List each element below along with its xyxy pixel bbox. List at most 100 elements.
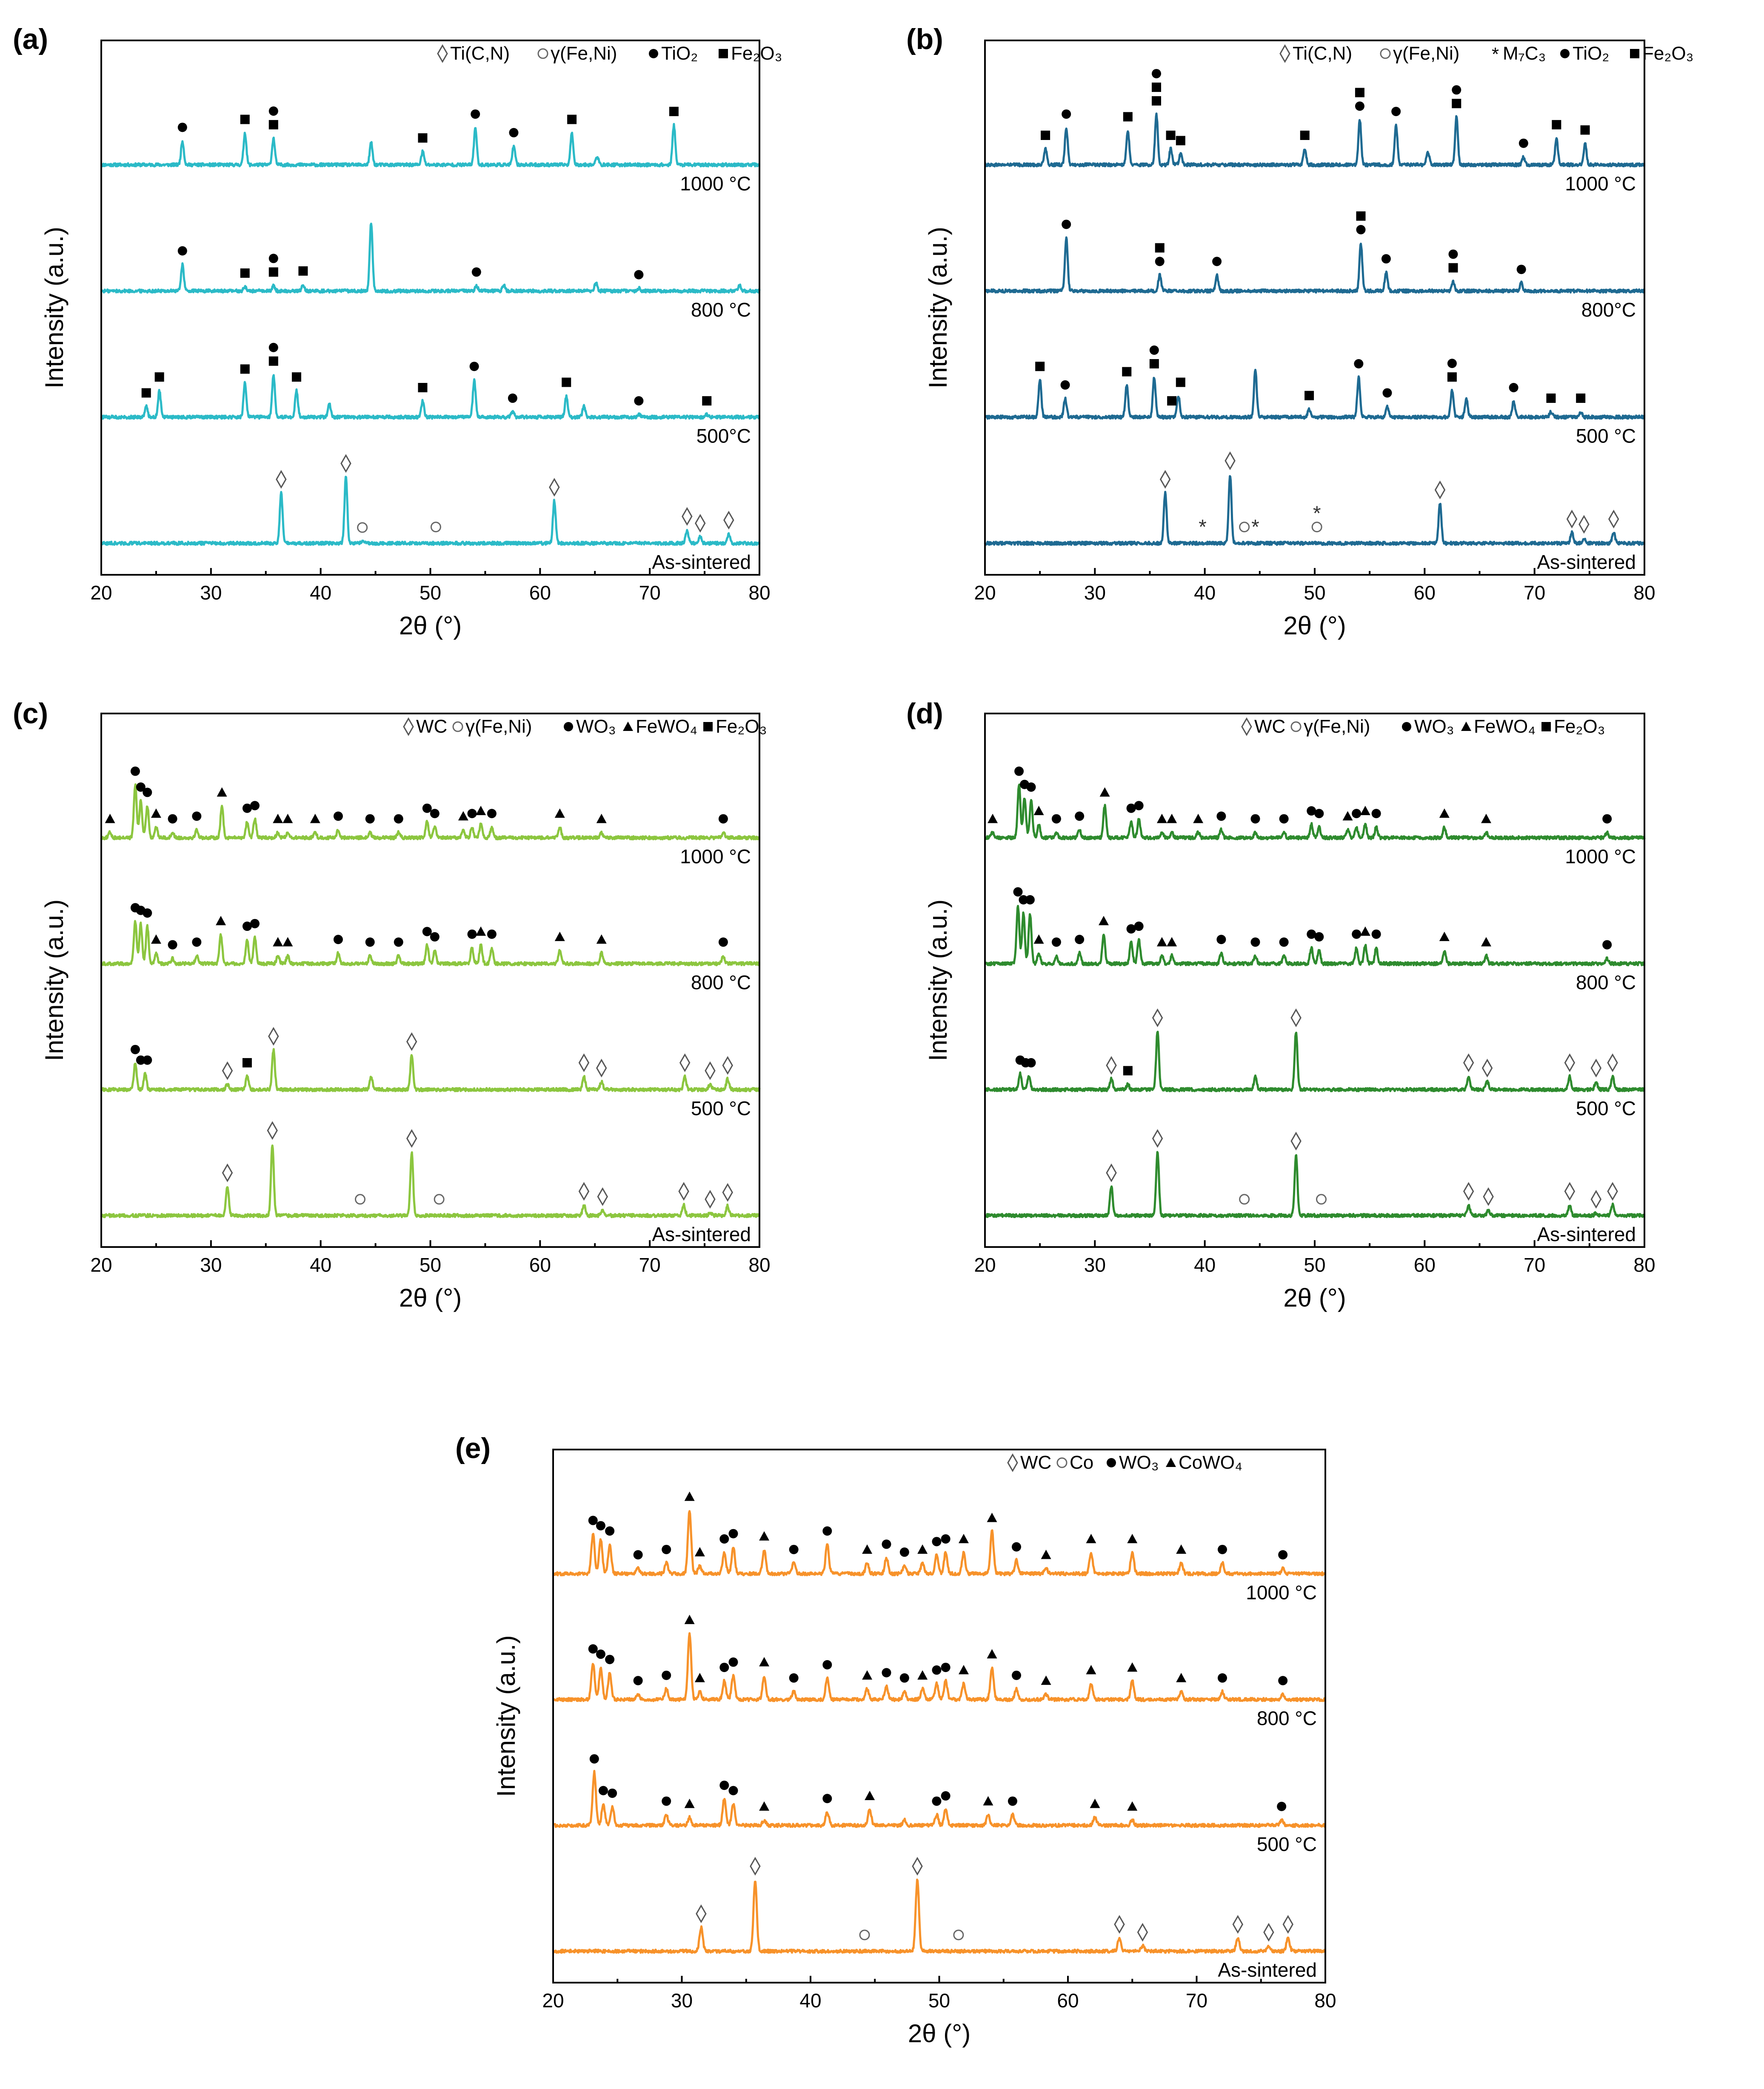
- peak-marker: [750, 1857, 761, 1876]
- peak-marker: [143, 1055, 152, 1065]
- peak-marker: [1126, 803, 1136, 813]
- peak-marker: [596, 1521, 605, 1531]
- xrd-trace: [984, 475, 1646, 546]
- peak-marker: [1176, 377, 1185, 387]
- curve-label: As-sintered: [1537, 551, 1636, 573]
- peak-marker: [958, 1534, 969, 1544]
- peak-marker: [789, 1544, 799, 1554]
- peak-marker: [1127, 1801, 1138, 1811]
- peak-marker: [1193, 813, 1204, 823]
- peak-marker: [469, 362, 479, 371]
- peak-marker: [216, 916, 226, 925]
- peak-marker: [1354, 359, 1364, 368]
- xrd-trace: [552, 1510, 1327, 1576]
- peak-marker: [268, 356, 278, 366]
- peak-marker: [422, 927, 432, 936]
- x-tick-label: 40: [1194, 1254, 1216, 1276]
- peak-marker: [1134, 922, 1144, 931]
- peak-marker: [988, 813, 998, 823]
- peak-marker: [1434, 480, 1446, 499]
- peak-marker: [1239, 522, 1250, 533]
- curve-label: 800 °C: [1257, 1707, 1317, 1729]
- peak-marker: [669, 106, 679, 116]
- peak-marker: [1439, 808, 1450, 818]
- peak-marker: [912, 1857, 923, 1876]
- y-axis-label: Intensity (a.u.): [40, 899, 69, 1061]
- curve-label: 500 °C: [1257, 1833, 1317, 1855]
- xrd-trace: [100, 476, 761, 546]
- y-axis-label: Intensity (a.u.): [492, 1635, 520, 1797]
- peak-marker: [394, 814, 403, 824]
- peak-marker: [467, 929, 477, 939]
- peak-marker: [718, 814, 728, 824]
- peak-marker: [1216, 935, 1226, 945]
- peak-marker: [130, 1044, 140, 1054]
- peak-marker: [143, 908, 152, 918]
- peak-marker: [283, 813, 293, 823]
- peak-marker: [917, 1544, 928, 1554]
- peak-marker: [1075, 811, 1085, 821]
- curve-label: As-sintered: [1537, 1223, 1636, 1245]
- peak-marker: [1578, 515, 1590, 534]
- curve-label: 500 °C: [1576, 425, 1636, 447]
- legend: Ti(C,N) γ(Fe,Ni) TiO₂ Fe₂O₃: [437, 43, 782, 64]
- peak-marker: [1152, 69, 1161, 79]
- peak-marker: [1155, 243, 1165, 253]
- peak-marker: [1099, 787, 1110, 797]
- peak-marker: [1086, 1665, 1096, 1675]
- peak-marker: [151, 808, 161, 818]
- peak-marker: [1127, 1534, 1138, 1544]
- x-tick-label: 50: [420, 1254, 441, 1276]
- peak-marker: [143, 788, 152, 797]
- legend-label: γ(Fe,Ni): [551, 43, 617, 64]
- legend-symbol: [537, 48, 548, 59]
- peak-marker: [1225, 451, 1236, 470]
- peak-marker: [1159, 470, 1171, 489]
- peak-marker: [1463, 1182, 1474, 1201]
- peak-marker: [222, 1163, 233, 1182]
- peak-marker: [1051, 937, 1061, 947]
- legend-symbol: [437, 44, 448, 63]
- legend-symbol: [1541, 722, 1551, 731]
- peak-marker: [608, 1788, 617, 1798]
- x-tick-label: 20: [90, 1254, 112, 1276]
- x-tick-label: 30: [200, 582, 222, 604]
- y-axis-label: Intensity (a.u.): [924, 227, 952, 388]
- peak-marker: [958, 1665, 969, 1675]
- peak-marker: [1314, 809, 1324, 819]
- peak-marker: [562, 377, 571, 387]
- peak-marker: [291, 372, 301, 382]
- peak-marker: [1156, 813, 1167, 823]
- peak-marker: [1014, 766, 1024, 776]
- peak-marker: [394, 937, 403, 947]
- curve-label: 800 °C: [691, 299, 751, 321]
- x-tick-label: 40: [310, 1254, 331, 1276]
- peak-marker: [508, 393, 517, 403]
- legend-symbol: [1241, 717, 1252, 736]
- peak-marker: [357, 522, 368, 533]
- peak-marker: [1134, 801, 1144, 810]
- xrd-trace: [552, 1769, 1326, 1828]
- peak-marker: [1355, 101, 1364, 111]
- x-tick-label: 20: [542, 1989, 564, 2012]
- peak-marker: [1152, 1129, 1163, 1148]
- peak-marker: [694, 1547, 705, 1557]
- peak-marker: [268, 106, 278, 116]
- peak-marker: [1447, 359, 1457, 368]
- legend-symbol: [403, 717, 414, 736]
- x-tick-label: 40: [1194, 582, 1216, 604]
- legend-label: TiO₂: [661, 43, 698, 64]
- peak-marker: [406, 1032, 417, 1051]
- peak-marker: [1356, 211, 1366, 221]
- peak-marker: [242, 803, 252, 813]
- curve-label: As-sintered: [652, 551, 751, 573]
- legend-symbol: [1380, 48, 1391, 59]
- peak-marker: [596, 813, 607, 823]
- legend-label: WC: [1254, 716, 1285, 737]
- x-tick-label: 20: [974, 582, 996, 604]
- peak-marker: [136, 782, 146, 792]
- peak-marker: [722, 1056, 733, 1075]
- x-tick-label: 60: [529, 1254, 551, 1276]
- x-tick-label: 70: [1186, 1989, 1207, 2012]
- legend-label: Fe₂O₃: [1642, 43, 1694, 64]
